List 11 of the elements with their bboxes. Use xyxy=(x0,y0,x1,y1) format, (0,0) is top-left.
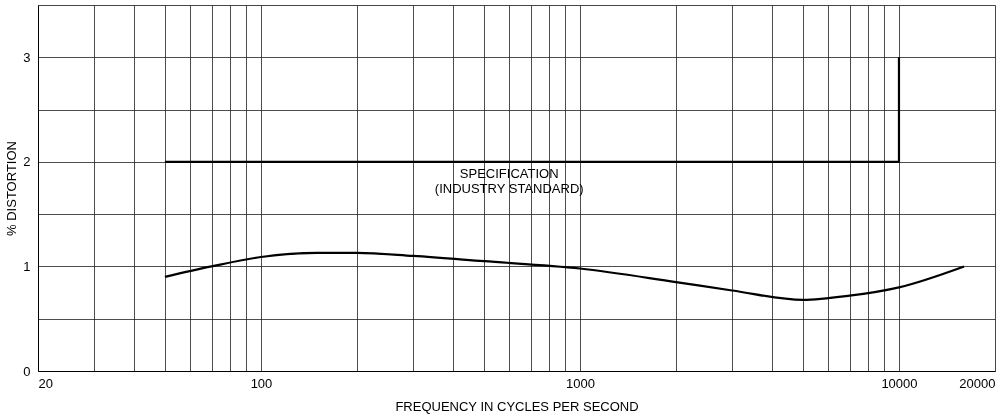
x-tick-label: 10000 xyxy=(881,375,918,391)
y-axis-title: % DISTORTION xyxy=(4,141,20,236)
y-tick-label: 1 xyxy=(23,258,31,274)
x-tick-label: 20 xyxy=(38,375,53,391)
y-tick-label: 2 xyxy=(23,154,31,170)
y-tick-label: 0 xyxy=(23,363,31,379)
y-tick-label: 3 xyxy=(23,49,31,65)
x-tick-label: 100 xyxy=(250,375,273,391)
x-axis-title: FREQUENCY IN CYCLES PER SECOND xyxy=(395,398,639,414)
x-tick-label: 20000 xyxy=(959,375,996,391)
x-tick-label: 1000 xyxy=(566,375,595,391)
